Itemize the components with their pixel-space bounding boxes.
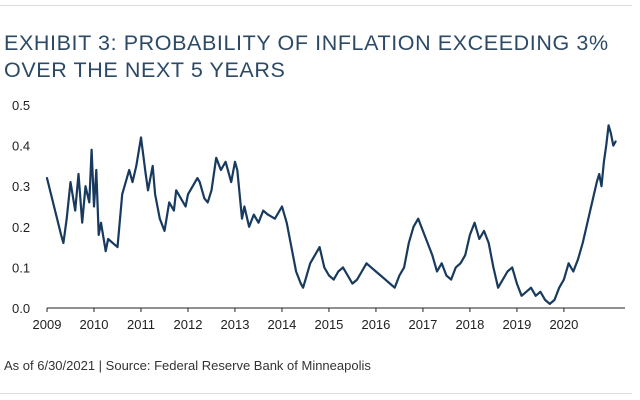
- x-tick-label: 2016: [361, 317, 390, 332]
- y-tick-label: 0.4: [12, 139, 30, 154]
- y-tick-label: 0.0: [12, 301, 30, 316]
- x-tick-label: 2019: [502, 317, 531, 332]
- top-divider: [0, 5, 632, 6]
- series-group: [45, 124, 617, 305]
- x-tick-label: 2013: [221, 317, 250, 332]
- y-tick-label: 0.2: [12, 220, 30, 235]
- x-tick-label: 2012: [174, 317, 203, 332]
- bottom-divider: [0, 393, 632, 394]
- x-tick-label: 2009: [33, 317, 62, 332]
- series-line: [45, 124, 617, 305]
- source-note: As of 6/30/2021 | Source: Federal Reserv…: [4, 358, 371, 373]
- x-axis-tick-marks: [46, 308, 565, 312]
- x-tick-label: 2011: [127, 317, 155, 332]
- y-tick-label: 0.5: [12, 98, 30, 113]
- y-tick-label: 0.3: [12, 179, 30, 194]
- y-axis-tick-labels: 0.0 0.1 0.2 0.3 0.4 0.5: [12, 98, 30, 316]
- x-tick-label: 2018: [455, 317, 484, 332]
- chart-title: EXHIBIT 3: PROBABILITY OF INFLATION EXCE…: [4, 31, 609, 82]
- inflation-probability-chart: 0.00.10.20.30.40.5 2009 2010 2011 2012 2013 2…: [12, 98, 625, 332]
- x-tick-label: 2020: [549, 317, 578, 332]
- x-tick-label: 2014: [267, 317, 296, 332]
- y-tick-label: 0.1: [12, 260, 30, 275]
- x-tick-label: 2010: [80, 317, 109, 332]
- x-axis-tick-labels: 2009 2010 2011 2012 2013 2014 2015 2016 2017 2018…: [33, 317, 579, 332]
- x-tick-label: 2015: [314, 317, 343, 332]
- x-tick-label: 2017: [408, 317, 437, 332]
